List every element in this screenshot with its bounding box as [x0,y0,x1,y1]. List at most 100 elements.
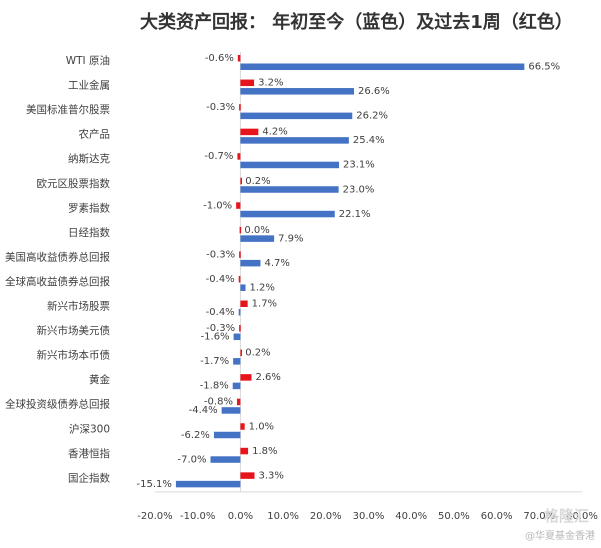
ytd-value-label: -1.6% [201,332,230,343]
week-value-label: -1.0% [203,200,232,211]
category-label: 欧元区股票指数 [37,177,111,190]
ytd-return-bar [233,333,241,341]
ytd-value-label: -1.8% [200,381,229,392]
x-tick-label: 10.0% [267,511,299,522]
week-return-bar [239,251,241,258]
ytd-return-bar [210,456,241,463]
ytd-value-label: 22.1% [339,209,371,220]
week-value-label: 4.2% [262,127,287,138]
week-value-label: 3.2% [258,78,283,89]
week-value-label: -0.3% [206,249,235,260]
x-tick-label: -20.0% [137,511,172,522]
ytd-return-bar [213,431,241,439]
week-value-label: -0.6% [205,53,234,64]
week-return-bar [240,300,248,307]
week-value-label: 1.8% [252,446,277,457]
week-return-bar [240,128,259,136]
category-label: 香港恒指 [68,447,110,460]
ytd-value-label: -0.4% [206,307,235,318]
category-label: 国企指数 [68,471,110,484]
week-value-label: 0.2% [245,348,270,359]
ytd-return-bar [240,137,349,144]
category-label: 全球高收益债券总回报 [5,275,110,288]
week-return-bar [240,423,245,430]
ytd-return-bar [238,309,241,316]
category-label: 罗素指数 [68,201,110,214]
category-label: 日经指数 [68,226,110,239]
ytd-value-label: 66.5% [528,62,560,73]
ytd-return-bar [240,88,354,95]
week-value-label: -0.3% [206,102,235,113]
ytd-value-label: -7.0% [177,454,206,465]
x-tick-label: 40.0% [395,511,427,522]
category-label: 农产品 [79,128,111,141]
ytd-value-label: 25.4% [353,135,385,146]
week-return-bar [240,177,242,185]
ytd-return-bar [233,358,241,365]
week-value-label: -0.8% [204,397,233,408]
category-label: 黄金 [89,373,110,386]
week-value-label: 1.0% [249,421,274,432]
category-label: 美国高收益债券总回报 [5,250,110,263]
category-label: 新兴市场股票 [47,300,110,313]
week-return-bar [237,55,241,62]
category-label: 新兴市场美元债 [37,324,111,337]
week-return-bar [239,325,241,332]
category-label: 新兴市场本币债 [37,349,111,362]
x-tick-label: 30.0% [353,511,385,522]
week-value-label: -0.3% [206,323,235,334]
week-value-label: -0.4% [206,274,235,285]
week-value-label: 2.6% [256,372,281,383]
ytd-return-bar [240,235,275,242]
ytd-value-label: -6.2% [181,430,210,441]
ytd-return-bar [175,480,241,488]
ytd-return-bar [240,259,261,267]
x-tick-label: 20.0% [310,511,342,522]
ytd-value-label: 7.9% [278,233,303,244]
week-value-label: -0.7% [204,151,233,162]
ytd-return-bar [240,186,339,193]
category-label: 美国标准普尔股票 [26,103,110,116]
week-return-bar [240,79,255,87]
ytd-return-bar [240,284,246,291]
week-value-label: 1.7% [252,299,277,310]
x-tick-label: 80.0% [566,511,598,522]
chart-title: 大类资产回报： 年初至今（蓝色）及过去1周（红色） [140,12,573,33]
x-tick-label: 0.0% [228,511,253,522]
category-label: 纳斯达克 [68,152,110,165]
x-tick-label: 70.0% [523,511,555,522]
ytd-value-label: 26.6% [358,86,390,97]
week-return-bar [239,104,241,111]
week-return-bar [240,472,255,479]
category-label: 沪深300 [69,422,110,435]
week-return-bar [237,153,241,160]
ytd-value-label: 1.2% [250,282,275,293]
ytd-return-bar [221,407,241,414]
week-value-label: 3.3% [258,470,283,481]
ytd-return-bar [240,112,353,120]
week-return-bar [239,226,242,234]
ytd-return-bar [240,161,340,169]
ytd-value-label: 4.7% [264,258,289,269]
week-value-label: 0.2% [245,176,270,187]
ytd-value-label: 23.1% [343,160,375,171]
watermark-text: @华夏基金香港 [525,531,595,542]
ytd-value-label: -1.7% [200,356,229,367]
ytd-return-bar [240,63,525,70]
week-return-bar [236,398,241,406]
week-return-bar [240,349,242,357]
ytd-return-bar [240,210,335,218]
x-tick-label: 50.0% [438,511,470,522]
ytd-value-label: 26.2% [356,111,388,122]
x-tick-label: -10.0% [180,511,215,522]
ytd-return-bar [232,382,241,390]
x-tick-label: 60.0% [481,511,513,522]
ytd-value-label: -15.1% [137,479,172,490]
week-return-bar [240,447,249,455]
week-return-bar [236,202,241,209]
category-label: 工业金属 [68,79,110,92]
category-label: 全球投资级债券总回报 [5,398,110,411]
ytd-value-label: 23.0% [343,184,375,195]
ytd-value-label: -4.4% [189,405,218,416]
